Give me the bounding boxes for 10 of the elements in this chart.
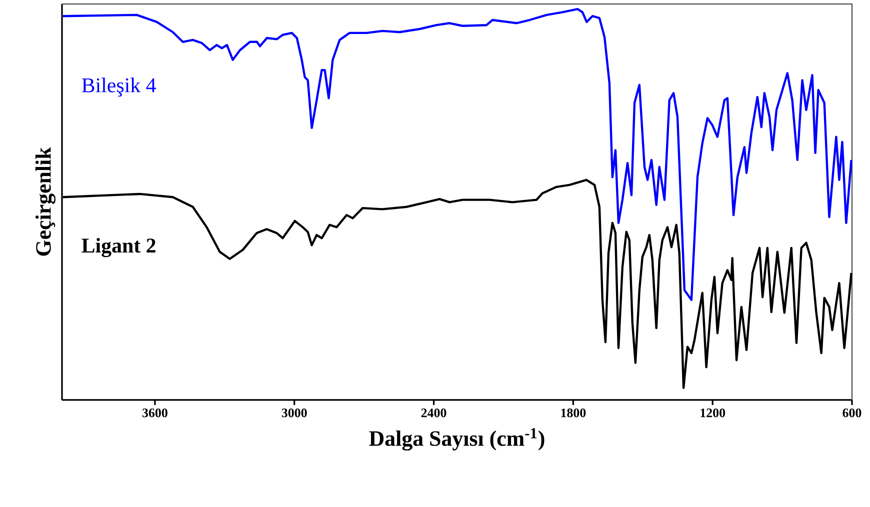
x-tick-label: 600: [842, 408, 862, 418]
x-tick-label: 3600: [142, 408, 168, 418]
x-axis-title: Dalga Sayısı (cm$^{-1}$): [369, 428, 544, 451]
text: Bileşik 4: [82, 78, 156, 97]
x-tick-label: 1200: [700, 408, 726, 418]
series-label: Ligant 2: [82, 238, 156, 258]
x-tick-label: 1800: [561, 408, 586, 418]
x-tick-label: 2400: [421, 408, 446, 418]
y-axis-title: Geçirgenlik: [35, 147, 56, 256]
x-tick-label: 3000: [282, 408, 307, 418]
